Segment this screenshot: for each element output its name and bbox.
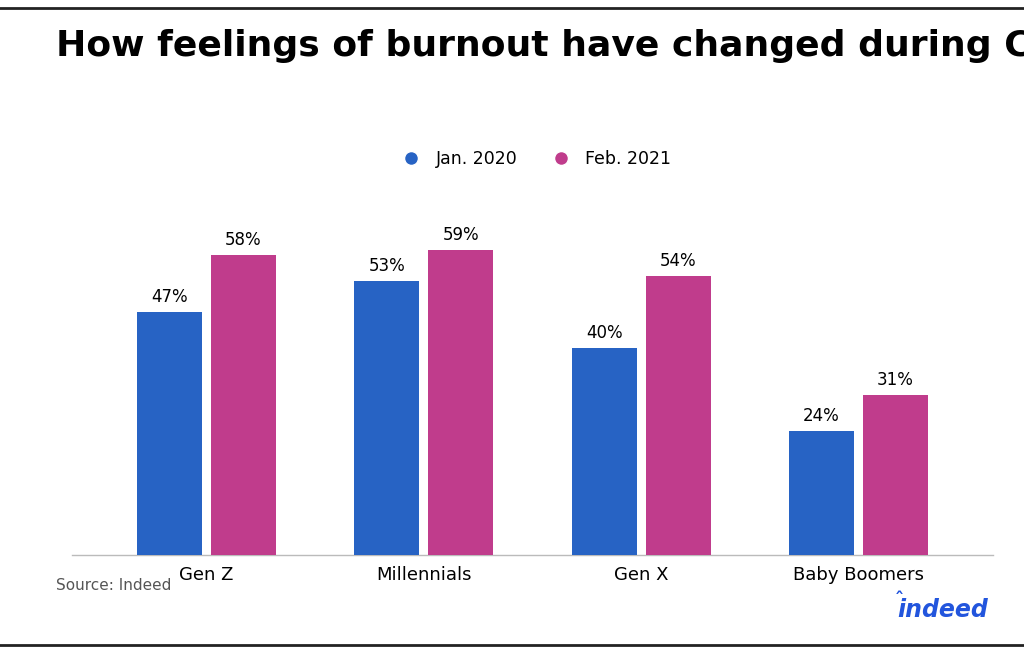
Text: 24%: 24% bbox=[803, 407, 840, 425]
Text: 53%: 53% bbox=[369, 257, 406, 275]
Text: 58%: 58% bbox=[225, 231, 262, 249]
Bar bbox=[863, 395, 928, 555]
Text: 40%: 40% bbox=[586, 324, 623, 342]
Bar bbox=[571, 348, 637, 555]
Bar bbox=[428, 250, 494, 555]
Text: indeed: indeed bbox=[897, 597, 988, 622]
Text: 59%: 59% bbox=[442, 226, 479, 244]
Text: 31%: 31% bbox=[877, 371, 913, 389]
Text: 54%: 54% bbox=[659, 251, 696, 270]
Bar bbox=[788, 431, 854, 555]
Bar bbox=[645, 276, 711, 555]
Text: ˆ: ˆ bbox=[895, 590, 904, 609]
Bar bbox=[137, 312, 202, 555]
Text: 47%: 47% bbox=[152, 288, 187, 306]
Bar bbox=[354, 281, 420, 555]
Legend: Jan. 2020, Feb. 2021: Jan. 2020, Feb. 2021 bbox=[387, 143, 678, 175]
Text: How feelings of burnout have changed during COVID-19: How feelings of burnout have changed dur… bbox=[56, 29, 1024, 63]
Text: Source: Indeed: Source: Indeed bbox=[56, 578, 172, 593]
Bar bbox=[211, 255, 276, 555]
